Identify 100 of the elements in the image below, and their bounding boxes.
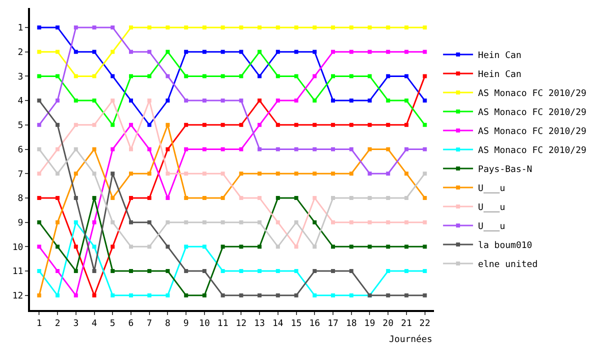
point [294,122,298,127]
point [56,172,60,176]
point [129,172,133,176]
point [404,25,408,30]
x-tick-label: 5 [110,318,116,329]
point [92,50,96,54]
point [386,269,390,274]
point [56,244,60,249]
legend-label: Hein Can [478,70,522,80]
point [368,172,372,176]
point [349,98,354,103]
point [92,269,96,274]
point [294,50,298,54]
point [404,220,408,224]
point [166,196,170,200]
point [312,269,317,274]
point [129,196,133,200]
point [386,147,390,152]
x-tick-label: 20 [382,318,394,329]
legend-label: AS Monaco FC 2010/29 [478,108,586,118]
point [239,220,244,224]
point [129,98,133,103]
legend-label: la boum010 [478,241,532,252]
point [294,196,298,200]
point [202,269,206,274]
point [258,50,262,54]
point [74,196,78,200]
y-tick-label: 8 [18,194,24,204]
point [422,269,427,274]
point [368,196,372,200]
point [368,244,372,249]
point [294,147,298,152]
point [331,220,335,224]
x-tick-label: 1 [36,318,42,329]
point [349,196,354,200]
point [312,98,317,103]
x-tick-label: 14 [272,318,284,329]
point [129,74,133,78]
point [220,196,225,200]
point [386,244,390,249]
point [220,244,225,249]
point [312,25,317,30]
point [331,98,335,103]
point [166,172,170,176]
point [331,293,335,298]
point [368,98,372,103]
x-tick-label: 13 [254,318,265,329]
point [239,98,244,103]
x-tick-label: 12 [236,318,247,329]
y-tick-label: 12 [12,292,24,302]
point [184,25,188,30]
point [147,172,152,176]
point [331,269,335,274]
point [129,220,133,224]
point [110,196,115,200]
point [37,98,42,103]
point [422,196,427,200]
y-tick-label: 1 [18,24,24,34]
point [110,147,115,152]
x-tick-label: 7 [146,318,152,329]
point [220,220,225,224]
point [276,269,280,274]
point [74,220,78,224]
point [184,172,188,176]
point [166,74,170,78]
point [37,220,42,224]
point [92,122,96,127]
point [368,220,372,224]
point [331,147,335,152]
point [312,172,317,176]
legend-label: AS Monaco FC 2010/29 [478,89,586,100]
x-tick-label: 22 [419,318,430,329]
point [147,220,152,224]
point [239,25,244,30]
point [147,269,152,274]
point [386,50,390,54]
point [386,220,390,224]
point [349,244,354,249]
point [276,147,280,152]
point [258,220,262,224]
point [386,25,390,30]
point [422,220,427,224]
point [312,220,317,224]
point [220,74,225,78]
point [147,196,152,200]
y-tick-label: 3 [18,72,24,82]
y-tick-label: 11 [12,267,24,278]
point [294,220,298,224]
point [349,50,354,54]
point [147,244,152,249]
point [202,147,206,152]
point [422,244,427,249]
point [276,50,280,54]
point [422,172,427,176]
point [294,98,298,103]
point [110,25,115,30]
point [92,244,96,249]
x-tick-label: 2 [54,318,60,329]
point [312,196,317,200]
point [202,293,206,298]
